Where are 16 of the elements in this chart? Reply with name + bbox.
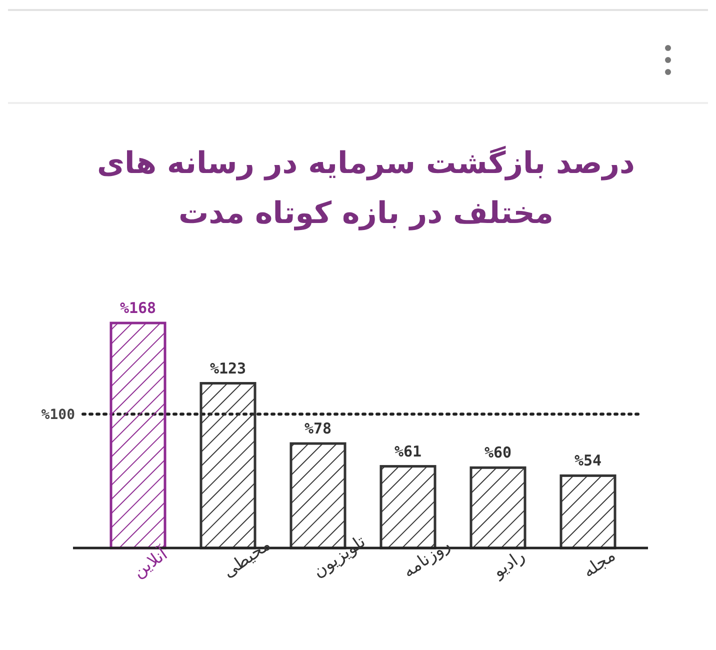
x-tick-label: روزنامه — [399, 535, 454, 582]
x-tick-label: آنلاین — [128, 542, 172, 582]
bar — [470, 466, 526, 550]
x-tick-label: مجله — [579, 546, 620, 582]
data-label: %123 — [210, 359, 246, 378]
data-label: %54 — [574, 452, 602, 470]
bar — [560, 474, 616, 550]
x-tick-label: رادیو — [488, 546, 529, 583]
chart-title: درصد بازگشت سرمایه در رسانه های مختلف در بازه کوتاه مدت — [97, 145, 635, 231]
ref-line-label: %100 — [41, 407, 75, 424]
data-label: %168 — [120, 299, 156, 317]
data-label: %60 — [484, 444, 512, 462]
data-label: %78 — [304, 420, 332, 438]
x-tick-label: محیطی — [219, 535, 275, 582]
data-label: %61 — [394, 442, 422, 460]
x-tick-label: تلویزیون — [309, 532, 370, 582]
